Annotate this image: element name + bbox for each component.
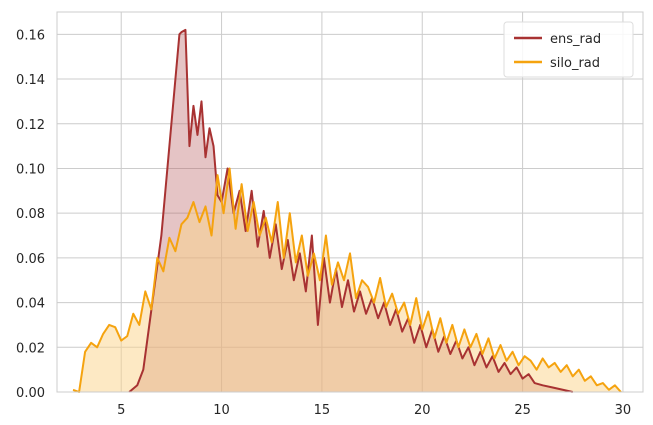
y-tick-label: 0.14 <box>16 73 45 88</box>
y-tick-label: 0.02 <box>16 341 45 356</box>
y-tick-label: 0.16 <box>16 28 45 43</box>
y-axis-ticks: 0.00 0.02 0.04 0.06 0.08 0.10 0.12 0.14 0.16 <box>16 28 45 401</box>
y-tick-label: 0.04 <box>16 297 45 312</box>
y-tick-label: 0.10 <box>16 162 45 177</box>
y-tick-label: 0.08 <box>16 207 45 222</box>
y-tick-label: 0.12 <box>16 118 45 133</box>
y-tick-label: 0.00 <box>16 386 45 401</box>
x-tick-label: 15 <box>314 403 331 418</box>
x-axis-ticks: 5 10 15 20 25 30 <box>117 403 631 418</box>
series-line-silo-rad <box>72 167 622 393</box>
x-tick-label: 10 <box>213 403 230 418</box>
legend-label-silo-rad: silo_rad <box>550 56 600 71</box>
x-tick-label: 30 <box>615 403 632 418</box>
series-lines <box>72 28 622 393</box>
x-tick-label: 25 <box>514 403 531 418</box>
x-tick-label: 5 <box>117 403 125 418</box>
series-line-ens-rad <box>128 28 573 393</box>
x-tick-label: 20 <box>414 403 431 418</box>
legend-label-ens-rad: ens_rad <box>550 32 601 47</box>
y-tick-label: 0.06 <box>16 252 45 267</box>
legend: ens_rad silo_rad <box>503 21 634 78</box>
plot-frame <box>56 11 644 393</box>
